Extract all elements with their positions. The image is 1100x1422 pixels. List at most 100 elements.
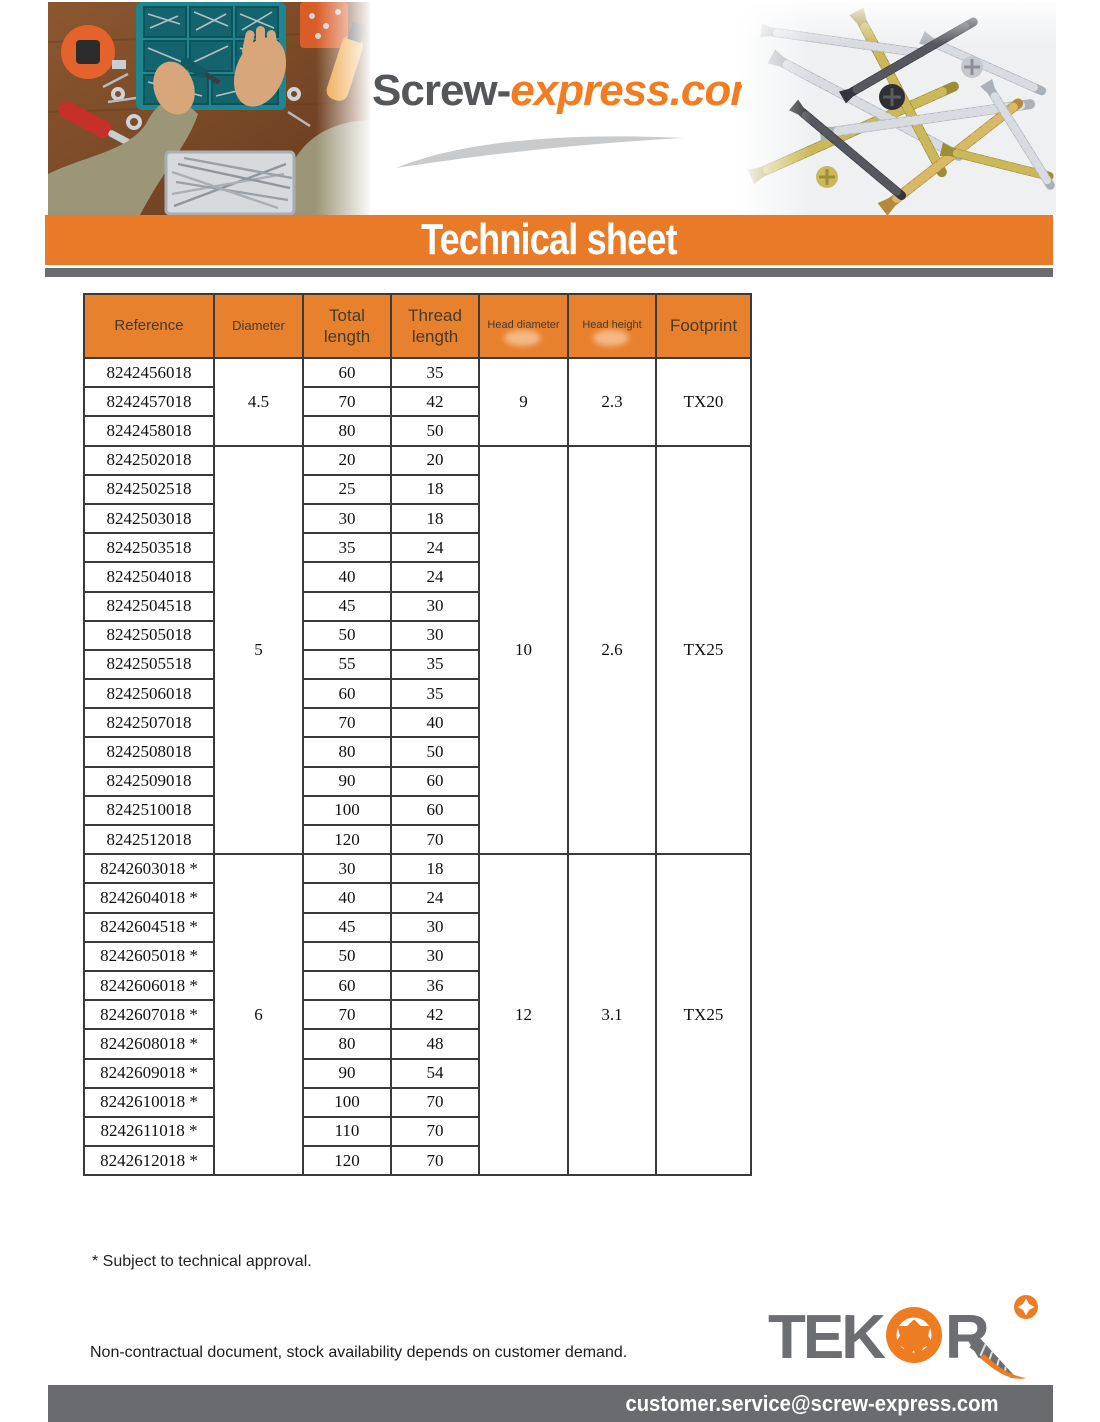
- thread-length-cell: 18: [390, 473, 480, 505]
- table-row: 8242456018 4.5 60 35 9 2.3 TX20: [83, 356, 752, 447]
- total-length-cell: 70: [302, 707, 392, 739]
- footer-bar: customer.service@screw-express.com: [48, 1385, 1053, 1422]
- table-row: 8242604018 * 40 24: [83, 882, 751, 914]
- head-height-cell: 2.6: [567, 444, 657, 856]
- head-height-cell: 2.3: [567, 357, 657, 447]
- table-row: 8242503018 30 18: [83, 502, 751, 535]
- total-length-cell: 90: [302, 765, 392, 797]
- thread-length-cell: 30: [390, 590, 480, 622]
- diameter-cell: 4.5: [213, 357, 304, 447]
- thread-length-cell: 54: [390, 1057, 480, 1089]
- thread-length-cell: 40: [390, 707, 480, 739]
- logo-text-gray: Screw-: [372, 66, 511, 115]
- reference-cell: 8242456018: [83, 356, 215, 389]
- col-header-thread-length: Thread length: [390, 293, 480, 359]
- table-row: 8242457018 70 42: [83, 386, 751, 418]
- thread-length-cell: 24: [390, 882, 480, 914]
- col-header-footprint: Footprint: [655, 293, 752, 359]
- footprint-cell: TX25: [655, 853, 752, 1177]
- thread-length-cell: 50: [390, 415, 480, 447]
- torx-star-icon: [886, 1307, 942, 1363]
- col-header-total-length: Total length: [302, 293, 392, 359]
- table-row: 8242502518 25 18: [83, 473, 751, 505]
- total-length-cell: 80: [302, 1028, 392, 1060]
- reference-cell: 8242503518: [83, 532, 215, 564]
- total-length-cell: 30: [302, 502, 392, 535]
- reference-cell: 8242604018 *: [83, 882, 215, 914]
- reference-cell: 8242505018: [83, 619, 215, 651]
- reference-cell: 8242610018 *: [83, 1086, 215, 1118]
- thread-length-cell: 30: [390, 911, 480, 943]
- reference-cell: 8242502018: [83, 444, 215, 476]
- total-length-cell: 40: [302, 561, 392, 593]
- thread-length-cell: 60: [390, 794, 480, 827]
- thread-length-cell: 20: [390, 444, 480, 476]
- thread-length-cell: 42: [390, 386, 480, 418]
- banner: Technical sheet: [45, 215, 1053, 265]
- table-row: 8242503518 35 24: [83, 532, 751, 564]
- table-row: 8242502018 5 20 20 10 2.6 TX25: [83, 444, 752, 856]
- head-height-cell: 3.1: [567, 853, 657, 1177]
- tekor-text-right: R: [945, 1303, 989, 1372]
- reference-cell: 8242612018 *: [83, 1145, 215, 1177]
- table-row: 8242504018 40 24: [83, 561, 751, 593]
- thread-length-cell: 24: [390, 561, 480, 593]
- reference-cell: 8242605018 *: [83, 940, 215, 972]
- total-length-cell: 25: [302, 473, 392, 505]
- reference-cell: 8242504018: [83, 561, 215, 593]
- reference-cell: 8242505518: [83, 648, 215, 681]
- total-length-cell: 90: [302, 1057, 392, 1089]
- total-length-cell: 60: [302, 356, 392, 389]
- thread-length-cell: 36: [390, 969, 480, 1002]
- total-length-cell: 55: [302, 648, 392, 681]
- screw-tail-icon: [969, 1336, 1026, 1379]
- total-length-cell: 70: [302, 386, 392, 418]
- total-length-cell: 45: [302, 590, 392, 622]
- total-length-cell: 70: [302, 999, 392, 1031]
- total-length-cell: 100: [302, 1086, 392, 1118]
- total-length-cell: 120: [302, 823, 392, 856]
- total-length-cell: 50: [302, 619, 392, 651]
- table-row: 8242606018 * 60 36: [83, 969, 751, 1002]
- table-row: 8242603018 * 6 30 18 12 3.1 TX25: [83, 853, 752, 1177]
- col-header-head-diameter: Head diameter: [478, 293, 569, 359]
- table-row: 8242512018 120 70: [83, 823, 751, 856]
- head-diameter-cell: 10: [478, 444, 569, 856]
- table-row: 8242504518 45 30: [83, 590, 751, 622]
- total-length-cell: 40: [302, 882, 392, 914]
- thread-length-cell: 70: [390, 1086, 480, 1118]
- reference-cell: 8242607018 *: [83, 999, 215, 1031]
- thread-length-cell: 50: [390, 736, 480, 768]
- col-header-diameter: Diameter: [213, 293, 304, 359]
- table-row: 8242608018 * 80 48: [83, 1028, 751, 1060]
- table-row: 8242610018 * 100 70: [83, 1086, 751, 1118]
- table-row: 8242611018 * 110 70: [83, 1115, 751, 1148]
- col-header-head-height: Head height: [567, 293, 657, 359]
- reference-cell: 8242510018: [83, 794, 215, 827]
- screws-photo: [742, 2, 1056, 215]
- thread-length-cell: 35: [390, 356, 480, 389]
- table-row: 8242458018 80 50: [83, 415, 751, 447]
- footprint-cell: TX25: [655, 444, 752, 856]
- footnote: * Subject to technical approval.: [92, 1253, 312, 1270]
- reference-cell: 8242458018: [83, 415, 215, 447]
- table-row: 8242507018 70 40: [83, 707, 751, 739]
- thread-length-cell: 48: [390, 1028, 480, 1060]
- total-length-cell: 60: [302, 678, 392, 710]
- total-length-cell: 45: [302, 911, 392, 943]
- reference-cell: 8242604518 *: [83, 911, 215, 943]
- reference-cell: 8242512018: [83, 823, 215, 856]
- total-length-cell: 120: [302, 1145, 392, 1177]
- table-row: 8242505518 55 35: [83, 648, 751, 681]
- total-length-cell: 110: [302, 1115, 392, 1148]
- head-diameter-cell: 12: [478, 853, 569, 1177]
- thread-length-cell: 35: [390, 678, 480, 710]
- spec-table: Reference Diameter Total length Thread leng…: [83, 293, 752, 1177]
- reference-cell: 8242608018 *: [83, 1028, 215, 1060]
- thread-length-cell: 70: [390, 1115, 480, 1148]
- total-length-cell: 100: [302, 794, 392, 827]
- workbench-photo: [48, 2, 370, 215]
- logo-swoosh-icon: [396, 136, 684, 168]
- spec-table-wrap: Reference Diameter Total length Thread leng…: [83, 293, 752, 1177]
